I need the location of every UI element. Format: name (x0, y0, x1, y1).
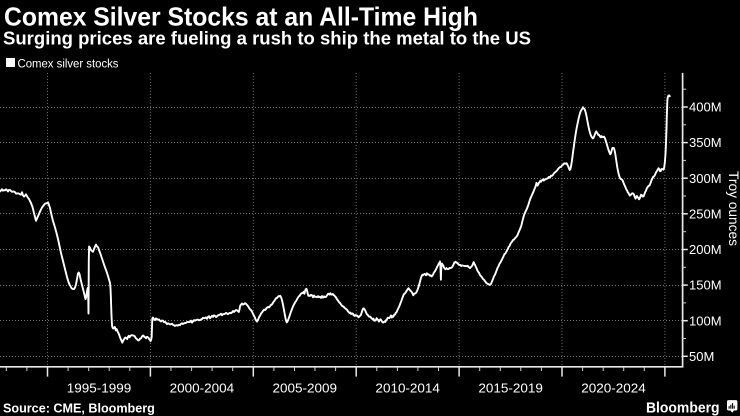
svg-text:100M: 100M (689, 313, 722, 328)
svg-text:2010-2014: 2010-2014 (375, 381, 440, 396)
svg-text:Comex silver stocks: Comex silver stocks (18, 57, 119, 71)
svg-text:1995-1999: 1995-1999 (67, 381, 132, 396)
svg-text:2000-2004: 2000-2004 (170, 381, 235, 396)
svg-text:2015-2019: 2015-2019 (478, 381, 543, 396)
svg-text:350M: 350M (689, 135, 722, 150)
svg-text:200M: 200M (689, 242, 722, 257)
svg-text:250M: 250M (689, 206, 722, 221)
svg-text:Surging prices are fueling a r: Surging prices are fueling a rush to shi… (3, 28, 531, 49)
svg-text:Comex Silver Stocks at an All-: Comex Silver Stocks at an All-Time High (4, 2, 478, 32)
svg-text:400M: 400M (689, 100, 722, 115)
svg-text:50M: 50M (689, 349, 714, 364)
svg-text:150M: 150M (689, 278, 722, 293)
svg-text:2005-2009: 2005-2009 (273, 381, 338, 396)
svg-text:2020-2024: 2020-2024 (581, 381, 646, 396)
svg-text:300M: 300M (689, 171, 722, 186)
svg-text:Bloomberg: Bloomberg (646, 400, 720, 416)
svg-text:Source: CME, Bloomberg: Source: CME, Bloomberg (3, 401, 155, 415)
svg-text:Troy ounces: Troy ounces (726, 171, 740, 246)
